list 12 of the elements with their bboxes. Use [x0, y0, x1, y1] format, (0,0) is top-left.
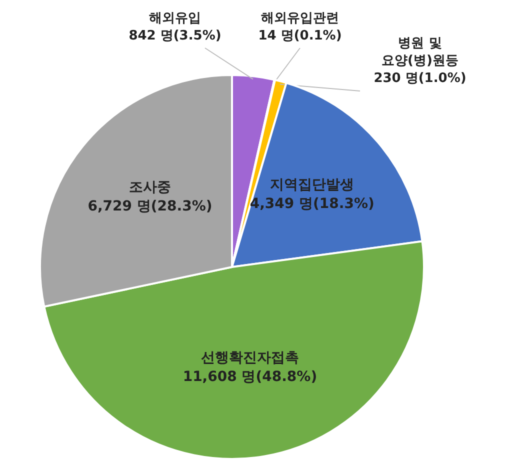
data-label: 4,349 명(18.3%)	[250, 196, 374, 212]
slice-label: 해외유입	[149, 11, 201, 26]
data-label: 14 명(0.1%)	[258, 28, 342, 44]
data-label: 11,608 명(48.8%)	[182, 368, 318, 385]
slice-label: 지역집단발생	[270, 177, 354, 194]
slice-label: 선행확진자접촉	[200, 350, 299, 366]
slice-label: 해외유입관련	[261, 11, 339, 26]
data-label: 6,729 명(28.3%)	[88, 198, 212, 214]
data-label: 230 명(1.0%)	[374, 71, 466, 86]
slice-label: 조사중	[128, 179, 171, 196]
slice-label: 병원 및 요양(병)원등	[382, 36, 458, 69]
data-label: 842 명(3.5%)	[128, 28, 222, 44]
